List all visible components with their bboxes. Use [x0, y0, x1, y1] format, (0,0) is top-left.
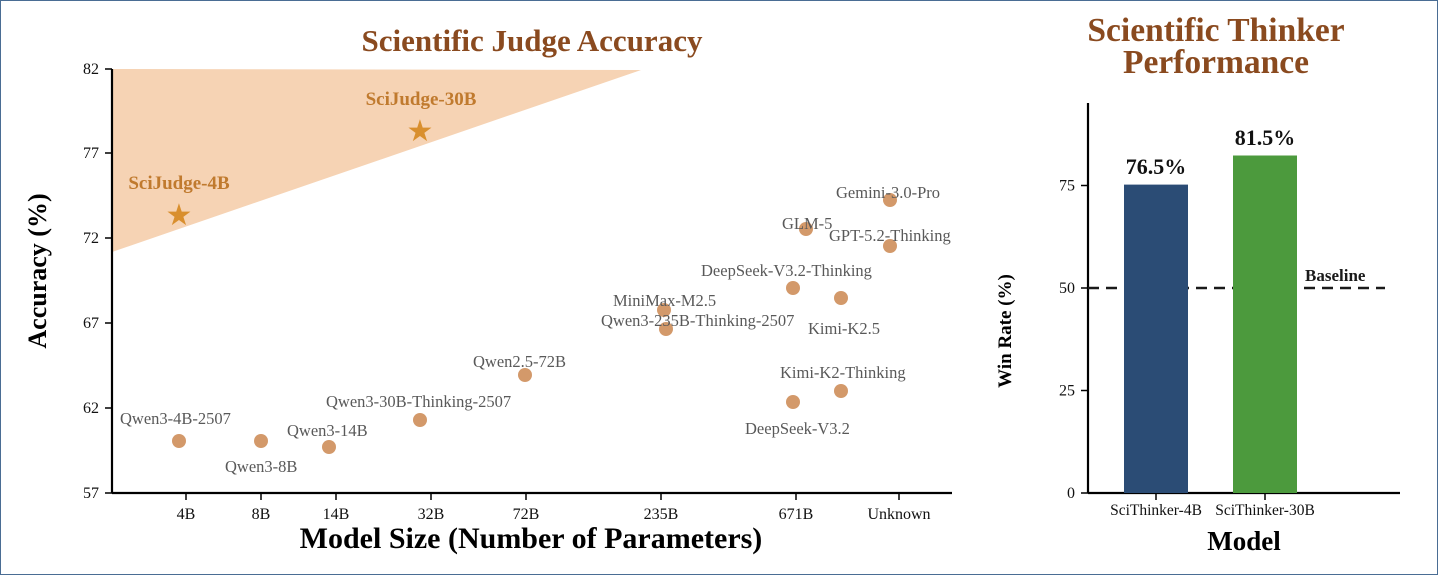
svg-text:57: 57 [83, 485, 99, 502]
svg-text:8B: 8B [252, 506, 271, 523]
svg-text:Baseline: Baseline [1305, 266, 1366, 285]
svg-text:DeepSeek-V3.2-Thinking: DeepSeek-V3.2-Thinking [701, 261, 872, 280]
svg-text:Gemini-3.0-Pro: Gemini-3.0-Pro [836, 183, 940, 202]
svg-text:Qwen3-30B-Thinking-2507: Qwen3-30B-Thinking-2507 [326, 392, 511, 411]
svg-text:67: 67 [83, 315, 99, 332]
svg-text:Model Size (Number of Paramete: Model Size (Number of Parameters) [300, 522, 763, 555]
svg-text:Qwen3-8B: Qwen3-8B [225, 457, 297, 476]
svg-text:Qwen3-235B-Thinking-2507: Qwen3-235B-Thinking-2507 [601, 311, 794, 330]
svg-text:SciThinker-30B: SciThinker-30B [1215, 502, 1315, 519]
svg-text:Unknown: Unknown [867, 506, 930, 523]
svg-text:Win Rate (%): Win Rate (%) [995, 274, 1016, 388]
svg-text:14B: 14B [323, 506, 350, 523]
svg-text:4B: 4B [177, 506, 196, 523]
svg-text:32B: 32B [418, 506, 445, 523]
svg-text:82: 82 [83, 61, 99, 78]
svg-text:★: ★ [407, 115, 434, 148]
svg-text:Accuracy (%): Accuracy (%) [23, 193, 52, 348]
svg-text:25: 25 [1059, 383, 1075, 400]
svg-text:SciJudge-30B: SciJudge-30B [366, 89, 477, 110]
svg-text:77: 77 [83, 145, 99, 162]
svg-text:Model: Model [1207, 526, 1281, 556]
svg-text:62: 62 [83, 400, 99, 417]
svg-text:0: 0 [1067, 485, 1075, 502]
svg-text:81.5%: 81.5% [1235, 125, 1296, 150]
svg-text:Qwen3-14B: Qwen3-14B [287, 421, 368, 440]
svg-text:GLM-5: GLM-5 [782, 214, 832, 233]
svg-text:MiniMax-M2.5: MiniMax-M2.5 [613, 291, 716, 310]
svg-text:671B: 671B [779, 506, 814, 523]
svg-text:Kimi-K2-Thinking: Kimi-K2-Thinking [780, 363, 906, 382]
svg-text:SciThinker-4B: SciThinker-4B [1110, 502, 1202, 519]
svg-text:50: 50 [1059, 280, 1075, 297]
svg-text:SciJudge-4B: SciJudge-4B [128, 173, 230, 194]
svg-text:Qwen3-4B-2507: Qwen3-4B-2507 [120, 409, 231, 428]
svg-text:75: 75 [1059, 178, 1075, 195]
svg-text:★: ★ [166, 199, 193, 232]
svg-text:72B: 72B [513, 506, 540, 523]
svg-text:Qwen2.5-72B: Qwen2.5-72B [473, 352, 566, 371]
svg-text:76.5%: 76.5% [1126, 154, 1187, 179]
svg-text:72: 72 [83, 230, 99, 247]
svg-text:GPT-5.2-Thinking: GPT-5.2-Thinking [829, 226, 951, 245]
svg-text:235B: 235B [644, 506, 679, 523]
svg-text:Kimi-K2.5: Kimi-K2.5 [808, 319, 880, 338]
svg-text:DeepSeek-V3.2: DeepSeek-V3.2 [745, 419, 850, 438]
